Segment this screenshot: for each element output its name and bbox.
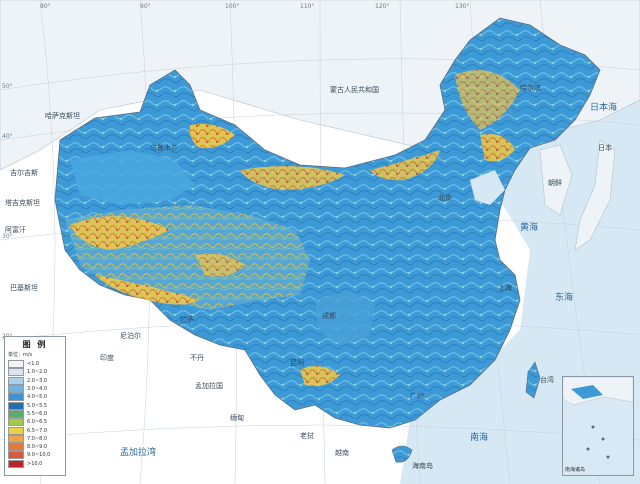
legend-item: <1.0 bbox=[8, 360, 62, 369]
legend-swatch bbox=[8, 376, 24, 385]
label-urumqi: 乌鲁木齐 bbox=[150, 143, 178, 152]
label-vietnam: 越南 bbox=[335, 448, 349, 457]
legend-label: >10.0 bbox=[27, 460, 43, 467]
sichuan-basin bbox=[315, 290, 375, 345]
tarim-basin bbox=[70, 150, 195, 205]
legend-swatch bbox=[8, 385, 24, 394]
legend-item: 6.0~6.5 bbox=[8, 418, 62, 427]
lon-label: 130° bbox=[455, 3, 469, 10]
legend-item: 4.0~5.0 bbox=[8, 393, 62, 402]
legend-title: 图 例 bbox=[22, 340, 48, 349]
legend-label: 5.0~5.5 bbox=[27, 402, 48, 409]
legend-label: 6.0~6.5 bbox=[27, 419, 48, 426]
legend-label: 9.0~10.0 bbox=[27, 452, 51, 459]
place-labels: 蒙古人民共和国 哈萨克斯坦 吉尔吉斯 塔吉克斯坦 阿富汗 巴基斯坦 印度 尼泊尔… bbox=[5, 83, 617, 470]
label-afghanistan: 阿富汗 bbox=[5, 225, 26, 234]
south-sea-inset: 南海诸岛 bbox=[562, 376, 634, 476]
legend-swatch bbox=[8, 443, 24, 452]
label-korea: 朝鲜 bbox=[548, 178, 562, 187]
label-bay-of-bengal: 孟加拉湾 bbox=[120, 446, 156, 458]
legend-label: 8.0~9.0 bbox=[27, 444, 48, 451]
legend-item: 9.0~10.0 bbox=[8, 451, 62, 460]
legend-label: 2.0~3.0 bbox=[27, 377, 48, 384]
lon-label: 110° bbox=[300, 3, 314, 10]
bohai-sea bbox=[470, 170, 505, 205]
legend-item: 2.0~3.0 bbox=[8, 376, 62, 385]
label-harbin: 哈尔滨 bbox=[520, 83, 541, 92]
label-south-sea: 南海 bbox=[470, 431, 488, 443]
label-nepal: 尼泊尔 bbox=[120, 331, 141, 340]
label-kazakhstan: 哈萨克斯坦 bbox=[45, 111, 80, 120]
legend-label: 3.0~4.0 bbox=[27, 386, 48, 393]
label-india: 印度 bbox=[100, 353, 114, 362]
legend-swatch bbox=[8, 434, 24, 443]
label-kunming: 昆明 bbox=[290, 359, 304, 367]
label-tajikistan: 塔吉克斯坦 bbox=[5, 198, 40, 207]
legend-swatch bbox=[8, 393, 24, 402]
legend-swatch bbox=[8, 451, 24, 460]
legend-swatch bbox=[8, 418, 24, 427]
lon-label: 90° bbox=[140, 3, 151, 10]
label-lhasa: 拉萨 bbox=[180, 315, 194, 324]
legend-item: >10.0 bbox=[8, 459, 62, 468]
china-land bbox=[54, 17, 601, 429]
lon-label: 80° bbox=[40, 3, 51, 10]
legend-swatch bbox=[8, 426, 24, 435]
label-guangzhou: 广州 bbox=[410, 391, 424, 400]
lon-label: 100° bbox=[225, 3, 239, 10]
legend-label: <1.0 bbox=[27, 361, 40, 368]
label-yellow-sea: 黄海 bbox=[520, 221, 538, 233]
legend-swatch bbox=[8, 360, 24, 369]
legend-swatch bbox=[8, 409, 24, 418]
label-shanghai: 上海 bbox=[498, 283, 512, 292]
label-chengdu: 成都 bbox=[322, 311, 336, 320]
label-east-sea: 东海 bbox=[555, 291, 573, 303]
high-wind-zones bbox=[70, 70, 520, 387]
legend-item: 7.0~8.0 bbox=[8, 434, 62, 443]
label-bangladesh: 孟加拉国 bbox=[195, 381, 223, 390]
label-hainan: 海南岛 bbox=[412, 461, 433, 470]
taiwan-island bbox=[525, 361, 541, 399]
legend-label: 7.0~8.0 bbox=[27, 435, 48, 442]
legend-unit: 单位：m/s bbox=[8, 352, 33, 358]
legend-swatch bbox=[8, 459, 24, 468]
legend-item: 3.0~4.0 bbox=[8, 385, 62, 394]
lon-label: 120° bbox=[375, 3, 389, 10]
legend-item: 1.0~2.0 bbox=[8, 368, 62, 377]
lat-label: 40° bbox=[2, 133, 13, 140]
legend-item: 8.0~9.0 bbox=[8, 443, 62, 452]
label-pakistan: 巴基斯坦 bbox=[10, 283, 38, 292]
korea-peninsula bbox=[539, 144, 573, 216]
legend-item: 5.5~6.0 bbox=[8, 409, 62, 418]
japan-islands bbox=[574, 139, 616, 251]
legend: 图 例 单位：m/s <1.0 1.0~2.0 2.0~3.0 3.0~4.0 4.0~… bbox=[4, 336, 66, 476]
legend-swatch bbox=[8, 401, 24, 410]
legend-swatch bbox=[8, 368, 24, 377]
inset-caption: 南海诸岛 bbox=[565, 467, 586, 473]
legend-label: 5.5~6.0 bbox=[27, 410, 48, 417]
lat-label: 50° bbox=[2, 83, 13, 90]
lat-label: 30° bbox=[2, 233, 13, 240]
label-sea-japan: 日本海 bbox=[590, 101, 617, 113]
label-taiwan: 台湾 bbox=[540, 375, 554, 384]
label-beijing: 北京 bbox=[438, 193, 452, 202]
legend-rows: <1.0 1.0~2.0 2.0~3.0 3.0~4.0 4.0~5.0 5.0~5.5 5… bbox=[8, 360, 62, 468]
legend-item: 6.5~7.0 bbox=[8, 426, 62, 435]
legend-label: 4.0~5.0 bbox=[27, 394, 48, 401]
label-kyrgyzstan: 吉尔吉斯 bbox=[10, 168, 38, 177]
hainan-island bbox=[391, 445, 413, 463]
label-japan: 日本 bbox=[598, 143, 612, 152]
inset-map bbox=[563, 377, 633, 459]
legend-label: 6.5~7.0 bbox=[27, 427, 48, 434]
label-myanmar: 缅甸 bbox=[230, 413, 244, 422]
longitude-labels: 80° 90° 100° 110° 120° 130° bbox=[40, 3, 469, 10]
label-laos: 老挝 bbox=[300, 431, 314, 440]
legend-item: 5.0~5.5 bbox=[8, 401, 62, 410]
label-bhutan: 不丹 bbox=[190, 354, 204, 362]
legend-label: 1.0~2.0 bbox=[27, 369, 48, 376]
label-mongolia: 蒙古人民共和国 bbox=[330, 85, 379, 94]
